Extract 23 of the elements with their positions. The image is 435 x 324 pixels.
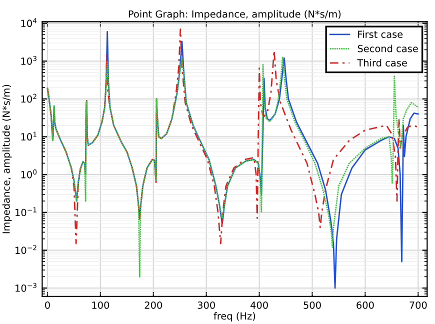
legend-label: First case — [358, 30, 403, 38]
x-tick-label: 100 — [92, 301, 110, 309]
x-tick-label: 0 — [45, 301, 50, 309]
legend-label: Third case — [357, 59, 407, 67]
chart-title: Point Graph: Impedance, amplitude (N*s/m) — [128, 10, 341, 20]
y-tick-label: 10$^{3}$ — [21, 56, 36, 65]
y-tick-label: 10$^{−1}$ — [16, 207, 36, 216]
x-tick-label: 500 — [304, 301, 321, 309]
y-tick-label: 10$^{−3}$ — [16, 282, 36, 292]
x-axis-title: freq (Hz) — [214, 312, 256, 322]
y-tick-label: 10$^{−2}$ — [16, 245, 36, 254]
legend-label: Second case — [358, 44, 418, 52]
y-tick-label: 10$^{0}$ — [21, 169, 37, 178]
y-axis-title: Impedance, amplitude (N*s/m) — [2, 84, 12, 234]
x-tick-label: 300 — [198, 301, 215, 309]
x-tick-label: 400 — [250, 301, 268, 309]
y-tick-label: 10$^{2}$ — [21, 94, 36, 103]
x-tick-label: 200 — [144, 301, 162, 309]
y-tick-label: 10$^{4}$ — [21, 18, 37, 28]
x-tick-label: 600 — [356, 301, 374, 309]
x-tick-label: 700 — [410, 301, 427, 309]
y-tick-label: 10$^{1}$ — [21, 132, 36, 141]
line-series — [46, 28, 419, 244]
